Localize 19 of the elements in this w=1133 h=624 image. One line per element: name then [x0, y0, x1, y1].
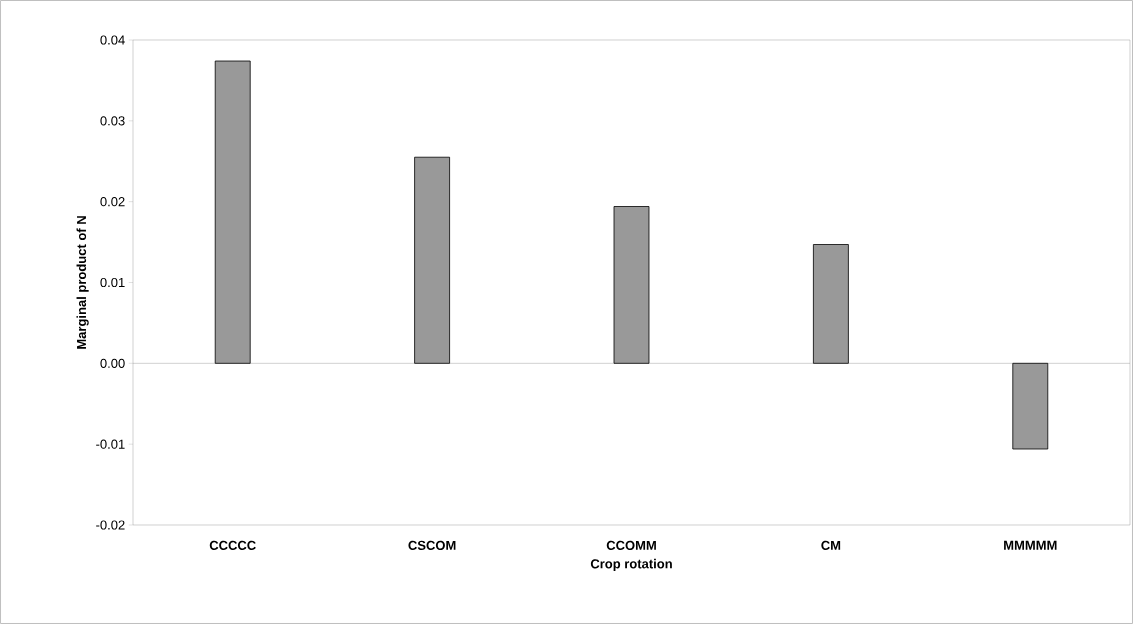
y-tick-label: 0.03	[100, 116, 125, 126]
x-tick-label: CCCCC	[209, 540, 256, 550]
bar	[813, 244, 849, 364]
y-tick-label: -0.01	[96, 439, 125, 449]
y-tick-label: 0.01	[100, 277, 125, 288]
y-tick-label: 0.04	[100, 35, 125, 45]
x-tick-label: CCOMM	[606, 540, 656, 550]
x-axis-title: Crop rotation	[590, 558, 672, 571]
y-tick-label: 0.00	[100, 358, 125, 368]
bar	[613, 206, 650, 364]
y-tick-label: -0.02	[96, 520, 125, 530]
bar	[1012, 362, 1049, 450]
y-axis-title: Marginal product of N	[76, 216, 89, 349]
bar	[214, 60, 251, 364]
x-tick-label: CM	[821, 540, 841, 550]
y-tick-label: 0.02	[100, 197, 125, 207]
x-tick-label: MMMMM	[1004, 540, 1057, 550]
x-tick-label: CSCOM	[408, 540, 456, 550]
bar	[414, 156, 450, 364]
